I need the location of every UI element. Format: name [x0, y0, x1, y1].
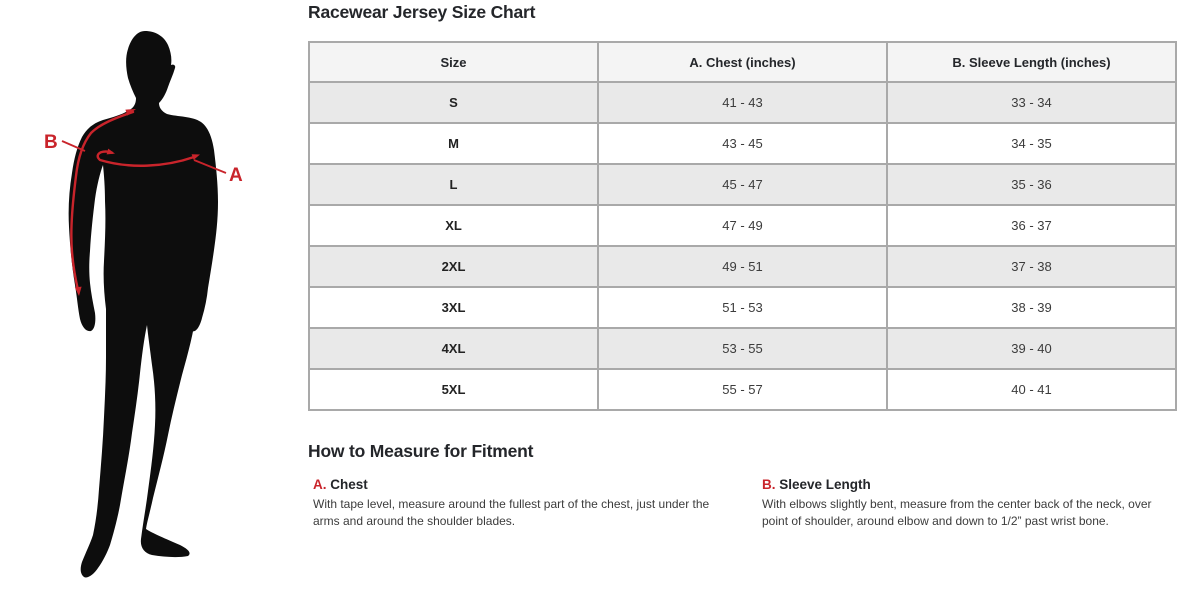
- measure-guide-sleeve-text: With elbows slightly bent, measure from …: [762, 497, 1152, 528]
- size-chart-body: S 41 - 43 33 - 34 M 43 - 45 34 - 35 L 45 - 47 35…: [308, 81, 1177, 411]
- page-title: Racewear Jersey Size Chart: [308, 2, 536, 22]
- cell-sleeve: 40 - 41: [886, 368, 1177, 411]
- cell-size: XL: [308, 204, 599, 247]
- measure-guide-sleeve: B. Sleeve Length With elbows slightly be…: [762, 477, 1160, 530]
- size-row-s: S 41 - 43 33 - 34: [308, 81, 1177, 124]
- label-b-leader: [61, 140, 86, 152]
- measure-guide-chest-heading: A. Chest: [313, 477, 733, 492]
- size-row-3xl: 3XL 51 - 53 38 - 39: [308, 286, 1177, 329]
- chest-arrow-left-icon: [106, 148, 115, 155]
- cell-chest: 43 - 45: [597, 122, 888, 165]
- column-header-chest: A. Chest (inches): [597, 41, 888, 83]
- size-chart-table: Size A. Chest (inches) B. Sleeve Length …: [308, 41, 1177, 411]
- size-row-2xl: 2XL 49 - 51 37 - 38: [308, 245, 1177, 288]
- cell-sleeve: 37 - 38: [886, 245, 1177, 288]
- cell-sleeve: 38 - 39: [886, 286, 1177, 329]
- sleeve-arrow-neck-icon: [125, 109, 136, 116]
- measure-key-a: A.: [313, 477, 327, 492]
- sleeve-label-b: B: [44, 132, 58, 153]
- cell-size: 3XL: [308, 286, 599, 329]
- cell-sleeve: 33 - 34: [886, 81, 1177, 124]
- cell-sleeve: 34 - 35: [886, 122, 1177, 165]
- measure-guide-chest: A. Chest With tape level, measure around…: [313, 477, 733, 530]
- column-header-sleeve: B. Sleeve Length (inches): [886, 41, 1177, 83]
- cell-size: 5XL: [308, 368, 599, 411]
- cell-sleeve: 36 - 37: [886, 204, 1177, 247]
- cell-size: M: [308, 122, 599, 165]
- measure-key-b: B.: [762, 477, 776, 492]
- size-row-5xl: 5XL 55 - 57 40 - 41: [308, 368, 1177, 411]
- label-a-leader: [193, 159, 227, 174]
- chest-arrow-right-icon: [191, 154, 200, 160]
- cell-size: L: [308, 163, 599, 206]
- header-row: Size A. Chest (inches) B. Sleeve Length …: [308, 41, 1177, 83]
- cell-chest: 49 - 51: [597, 245, 888, 288]
- cell-size: 2XL: [308, 245, 599, 288]
- measure-guide-title: How to Measure for Fitment: [308, 441, 534, 461]
- measure-name-sleeve: Sleeve Length: [779, 477, 871, 492]
- male-silhouette-icon: [68, 31, 218, 578]
- cell-chest: 45 - 47: [597, 163, 888, 206]
- measure-name-chest: Chest: [330, 477, 368, 492]
- body-measurement-diagram: A B: [44, 31, 243, 578]
- cell-chest: 41 - 43: [597, 81, 888, 124]
- cell-chest: 51 - 53: [597, 286, 888, 329]
- size-row-l: L 45 - 47 35 - 36: [308, 163, 1177, 206]
- cell-sleeve: 35 - 36: [886, 163, 1177, 206]
- cell-chest: 53 - 55: [597, 327, 888, 370]
- size-chart-content: Racewear Jersey Size Chart Size A. Chest…: [308, 0, 1177, 593]
- size-row-xl: XL 47 - 49 36 - 37: [308, 204, 1177, 247]
- size-chart-header: Size A. Chest (inches) B. Sleeve Length …: [308, 41, 1177, 83]
- size-row-4xl: 4XL 53 - 55 39 - 40: [308, 327, 1177, 370]
- sleeve-measure-line: [70, 110, 135, 292]
- size-row-m: M 43 - 45 34 - 35: [308, 122, 1177, 165]
- chest-label-a: A: [229, 165, 243, 186]
- cell-chest: 47 - 49: [597, 204, 888, 247]
- measure-guide-sleeve-heading: B. Sleeve Length: [762, 477, 1160, 492]
- cell-size: 4XL: [308, 327, 599, 370]
- column-header-size: Size: [308, 41, 599, 83]
- cell-size: S: [308, 81, 599, 124]
- sleeve-arrow-wrist-icon: [74, 286, 82, 296]
- measure-guide-chest-text: With tape level, measure around the full…: [313, 497, 710, 528]
- cell-sleeve: 39 - 40: [886, 327, 1177, 370]
- cell-chest: 55 - 57: [597, 368, 888, 411]
